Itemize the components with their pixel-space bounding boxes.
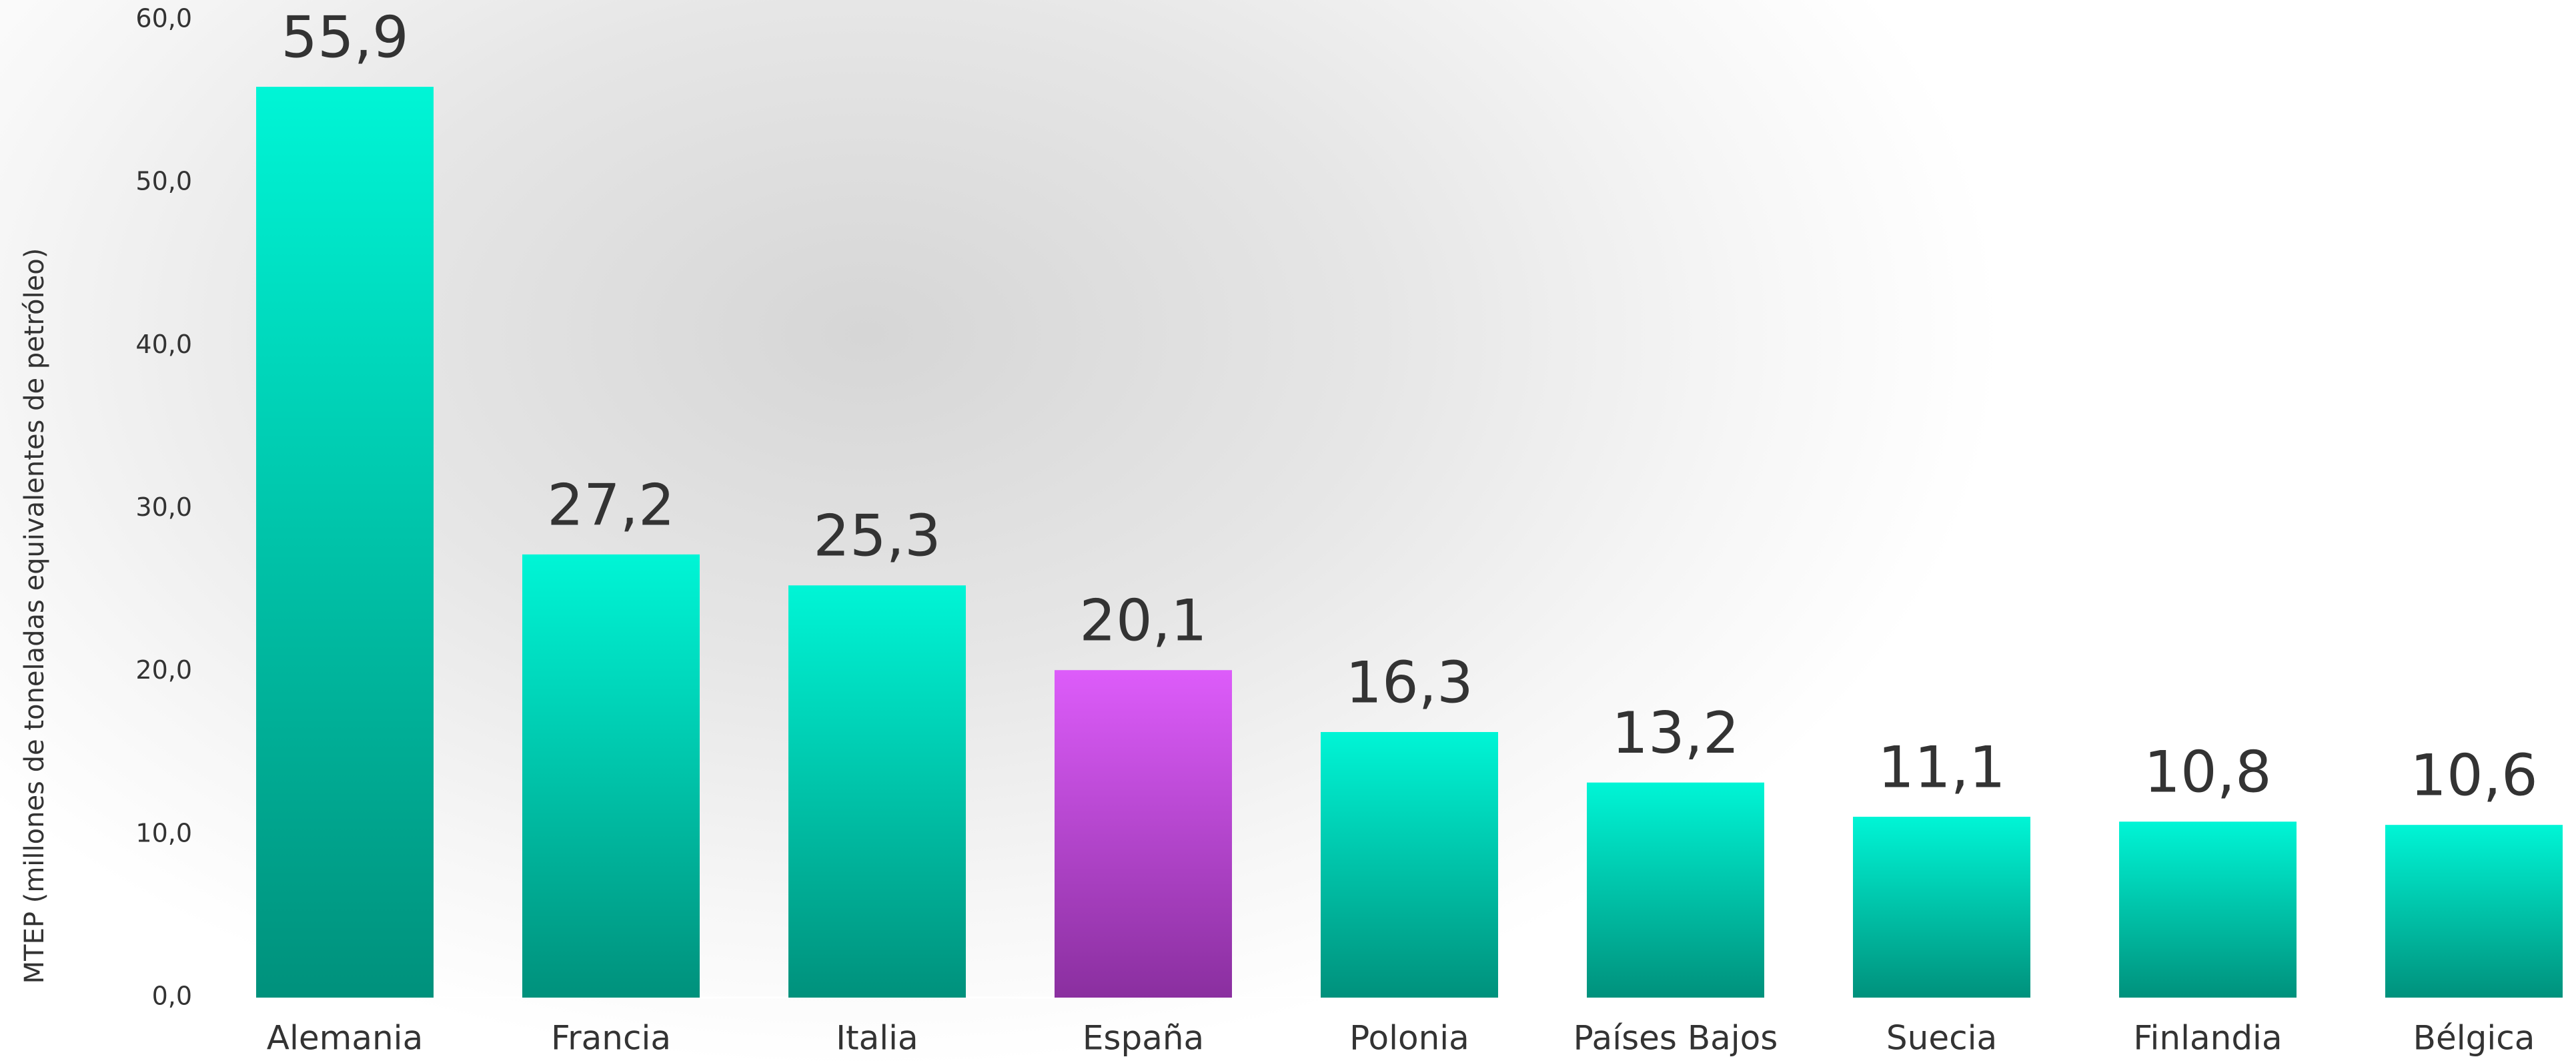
- y-axis-title: MTEP (millones de toneladas equivalentes…: [19, 248, 50, 984]
- value-label: 20,1: [1079, 588, 1207, 655]
- y-tick-label: 0,0: [152, 982, 192, 1011]
- value-label: 27,2: [547, 472, 674, 539]
- x-tick-label: Países Bajos: [1573, 1019, 1778, 1058]
- value-label: 10,8: [2144, 739, 2271, 806]
- value-label: 16,3: [1345, 649, 1473, 716]
- bar: [2385, 825, 2563, 998]
- value-label: 11,1: [1878, 734, 2005, 801]
- bar: [2119, 821, 2297, 998]
- x-tick-label: España: [1083, 1019, 1204, 1058]
- x-tick-label: Finlandia: [2133, 1019, 2282, 1058]
- bar: [1055, 670, 1232, 998]
- y-tick-label: 30,0: [135, 492, 192, 522]
- bar: [256, 87, 434, 998]
- y-tick-label: 40,0: [135, 330, 192, 359]
- bar: [522, 554, 700, 998]
- y-tick-label: 20,0: [135, 655, 192, 685]
- bar: [788, 585, 966, 998]
- x-tick-label: Suecia: [1886, 1019, 1997, 1058]
- value-label: 10,6: [2410, 743, 2537, 809]
- y-tick-label: 50,0: [135, 167, 192, 196]
- bar: [1587, 782, 1764, 998]
- value-label: 13,2: [1612, 700, 1739, 767]
- x-tick-label: Bélgica: [2413, 1019, 2535, 1058]
- x-tick-label: Francia: [551, 1019, 671, 1058]
- x-tick-label: Alemania: [267, 1019, 423, 1058]
- y-tick-label: 10,0: [135, 818, 192, 847]
- y-tick-label: 60,0: [135, 4, 192, 33]
- x-tick-label: Polonia: [1349, 1019, 1469, 1058]
- bar: [1321, 732, 1498, 998]
- value-label: 25,3: [813, 503, 940, 570]
- x-tick-label: Italia: [836, 1019, 918, 1058]
- value-label: 55,9: [281, 5, 408, 71]
- bar: [1853, 816, 2030, 998]
